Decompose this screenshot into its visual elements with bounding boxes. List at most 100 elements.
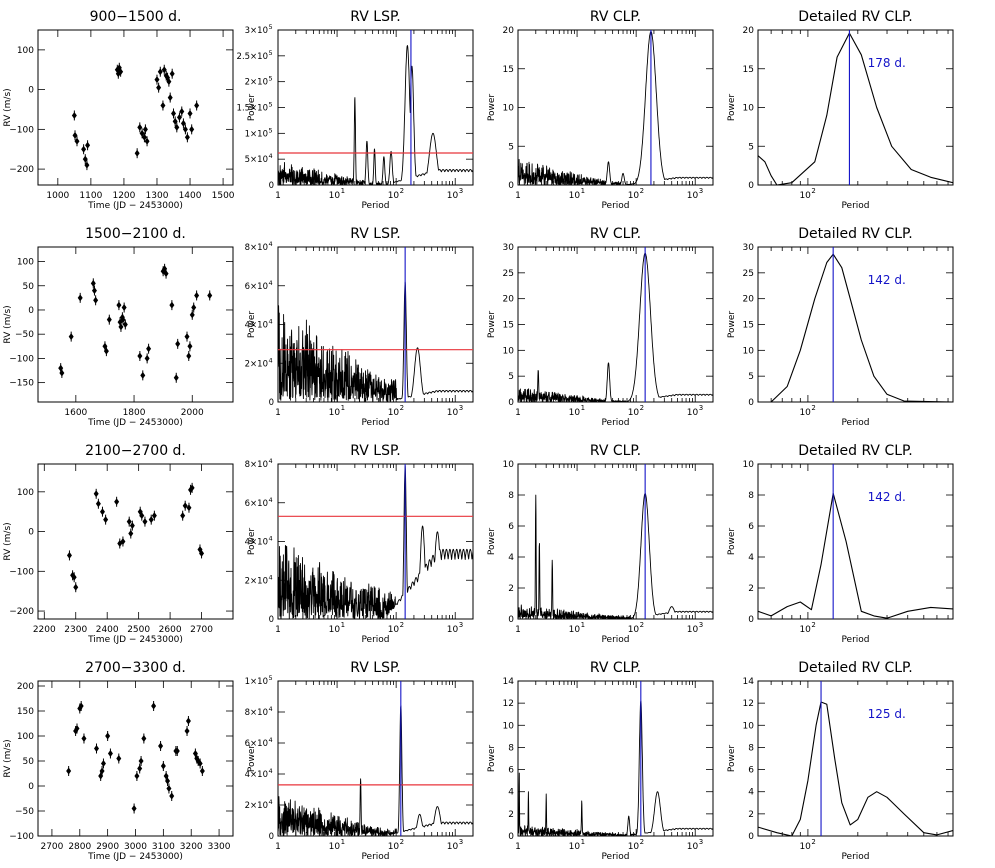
- y-tick-label: 5: [508, 142, 514, 152]
- y-tick-exponent: 4: [269, 535, 273, 543]
- x-tick-exponent: 2: [640, 187, 644, 195]
- data-point: [103, 516, 109, 524]
- x-tick-exponent: 3: [459, 404, 463, 412]
- y-axis-label: Power: [487, 745, 497, 773]
- panel-1-4: Detailed RV CLP.10 205101520PeriodPower17…: [727, 9, 954, 211]
- x-axis-label: Time (JD − 2453000): [87, 201, 183, 211]
- data-point: [72, 131, 78, 139]
- x-tick-label: 1400: [179, 191, 202, 201]
- panel-4-2: RV LSP.1 10 1 10 2 10 302×10 44×10 46×10 48×10 41×…: [245, 660, 474, 862]
- data-point: [131, 805, 137, 812]
- panel-1-2: RV LSP.1 10 1 10 2 10 305×10 41×10 51.5×10 52×10 5…: [237, 9, 474, 211]
- y-tick-label: 20: [503, 295, 515, 305]
- power-series-line: [758, 32, 953, 185]
- data-point: [174, 747, 180, 755]
- y-tick-label: 0: [28, 86, 34, 96]
- y-tick-label: 1×10: [245, 677, 268, 687]
- peak-period-annotation: 125 d.: [868, 707, 906, 721]
- panel-3-1: 2100−2700 d. 2200 2300 2400 2500 2600 2700 −200…: [3, 443, 234, 645]
- y-tick-label: 6: [748, 522, 754, 532]
- y-tick-label: 2×10: [245, 78, 268, 88]
- panel-3-4: Detailed RV CLP.10 20246810PeriodPower142…: [727, 443, 954, 645]
- data-point: [59, 369, 65, 377]
- y-tick-label: 200: [17, 682, 34, 692]
- data-point: [144, 354, 150, 362]
- x-tick-exponent: 3: [459, 187, 463, 195]
- power-series-line: [278, 45, 473, 185]
- data-point: [73, 583, 79, 591]
- y-tick-label: 12: [503, 699, 514, 709]
- x-tick-exponent: 2: [811, 838, 815, 846]
- x-tick-exponent: 3: [699, 838, 703, 846]
- data-point: [120, 316, 126, 324]
- data-point: [107, 750, 113, 757]
- data-point: [116, 755, 122, 762]
- y-axis-label: Power: [247, 528, 257, 556]
- data-point: [163, 270, 169, 278]
- data-point: [182, 125, 188, 133]
- data-point: [161, 66, 167, 74]
- x-axis-label: Period: [361, 635, 389, 645]
- power-series-line: [518, 700, 713, 836]
- y-tick-label: −100: [9, 125, 34, 135]
- y-tick-label: 2×10: [245, 801, 268, 811]
- plot-area: [66, 482, 205, 593]
- x-tick-exponent: 3: [699, 404, 703, 412]
- data-point: [156, 84, 162, 92]
- data-point: [120, 538, 126, 545]
- y-tick-label: 10: [503, 721, 515, 731]
- y-tick-label: 1×10: [245, 129, 268, 139]
- x-axis-label: Period: [601, 418, 629, 428]
- data-point: [169, 792, 175, 800]
- x-tick-label: 10: [628, 625, 640, 635]
- panel-title: Detailed RV CLP.: [798, 9, 912, 25]
- x-tick-label: 1: [515, 625, 521, 635]
- x-tick-exponent: 2: [811, 404, 815, 412]
- data-point: [121, 304, 127, 312]
- y-tick-label: −200: [9, 607, 34, 617]
- y-tick-exponent: 4: [269, 457, 273, 465]
- y-tick-exponent: 5: [269, 126, 273, 134]
- data-point: [197, 760, 203, 767]
- data-point: [148, 516, 154, 524]
- x-tick-exponent: 3: [699, 187, 703, 195]
- y-axis-label: Power: [247, 745, 257, 773]
- power-series-line: [518, 31, 713, 185]
- data-point: [141, 735, 147, 742]
- y-tick-label: −100: [9, 354, 34, 364]
- x-tick-label: 10: [569, 408, 581, 418]
- plot-area: [518, 681, 713, 836]
- y-tick-label: −50: [15, 807, 34, 817]
- data-point: [194, 291, 200, 299]
- x-tick-label: 10: [329, 842, 341, 852]
- y-tick-label: 150: [17, 707, 34, 717]
- power-series-line: [518, 252, 713, 402]
- y-tick-exponent: 4: [269, 279, 273, 287]
- y-tick-label: 1.5×10: [237, 104, 268, 114]
- x-tick-label: 10: [799, 191, 811, 201]
- y-tick-label: −50: [15, 330, 34, 340]
- y-tick-exponent: 5: [269, 23, 273, 31]
- y-tick-label: −100: [9, 567, 34, 577]
- data-point: [74, 137, 80, 145]
- y-tick-label: 20: [743, 26, 755, 36]
- x-tick-label: 10: [799, 408, 811, 418]
- y-tick-label: 20: [743, 295, 755, 305]
- panel-title: RV CLP.: [590, 9, 641, 25]
- data-point: [184, 133, 190, 141]
- data-point: [207, 291, 213, 299]
- data-point: [154, 76, 160, 84]
- y-tick-label: 30: [503, 243, 515, 253]
- y-tick-label: 100: [17, 488, 34, 498]
- y-tick-exponent: 4: [269, 152, 273, 160]
- x-tick-label: 2000: [181, 408, 204, 418]
- x-tick-label: 10: [687, 191, 699, 201]
- y-tick-label: 50: [23, 757, 35, 767]
- data-point: [184, 727, 190, 735]
- x-tick-label: 10: [447, 842, 459, 852]
- y-tick-label: 0: [28, 306, 34, 316]
- x-tick-label: 3200: [180, 842, 203, 852]
- y-tick-label: 8: [508, 743, 514, 753]
- power-series-line: [758, 701, 953, 836]
- y-tick-label: 8×10: [245, 243, 268, 253]
